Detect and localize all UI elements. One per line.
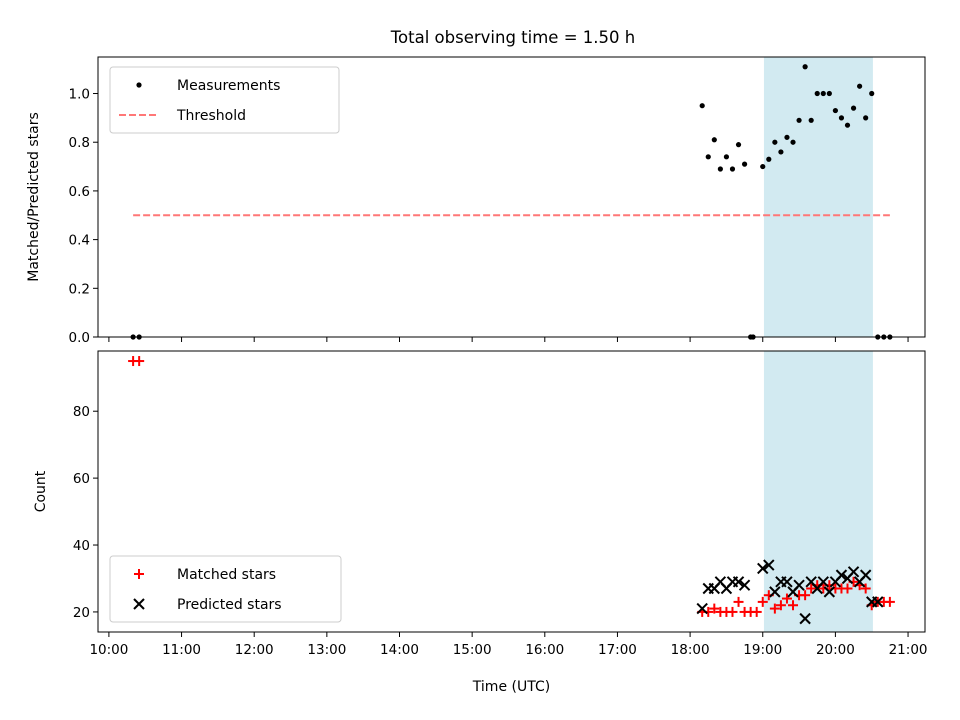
legend-marker-dot [136, 82, 142, 88]
x-tick-label: 16:00 [525, 642, 564, 658]
predicted-stars-point [696, 602, 708, 615]
y-tick-label: 80 [73, 404, 90, 420]
measurement-point [741, 161, 748, 167]
measurement-point [790, 139, 796, 145]
y-tick-label: 60 [73, 471, 90, 487]
measurement-point [699, 103, 705, 109]
measurement-point [760, 163, 766, 170]
legend-label: Predicted stars [177, 597, 282, 613]
predicted-stars-point [799, 612, 811, 625]
measurement-point [850, 105, 857, 111]
legend-box [109, 555, 342, 623]
matched-stars-point [733, 596, 744, 607]
matched-stars-point [709, 603, 720, 614]
matched-stars-point [134, 356, 145, 367]
x-tick-label: 18:00 [671, 642, 710, 658]
predicted-stars-point [757, 562, 769, 575]
predicted-stars-point [732, 576, 745, 588]
matched-stars-point [751, 606, 762, 617]
measurement-point [766, 156, 772, 162]
x-tick-label: 19:00 [743, 642, 782, 658]
y-tick-label: 0.6 [69, 184, 90, 200]
predicted-stars-point [872, 596, 884, 608]
legend-label: Matched stars [177, 567, 276, 583]
matched-stars-point [781, 593, 792, 604]
chart-title: Total observing time = 1.50 h [390, 28, 635, 47]
y-tick-label: 1.0 [69, 87, 90, 103]
predicted-stars-point [769, 586, 781, 598]
measurement-point [772, 139, 778, 145]
measurement-point [838, 115, 845, 121]
measurement-point [735, 142, 742, 148]
measurement-point [778, 149, 784, 155]
measurement-point [802, 64, 808, 70]
measurement-point [857, 83, 863, 89]
y-tick-label: 0.8 [69, 135, 90, 151]
axes-frame [97, 350, 926, 633]
x-tick-label: 12:00 [235, 642, 274, 658]
legend-box [109, 66, 340, 134]
x-tick-label: 11:00 [162, 642, 201, 658]
matched-stars-point [860, 583, 871, 594]
measurement-point [784, 134, 790, 140]
bottom-panel-count-plot: 20 40 60 80 10:00 11:00 12:00 13:00 14:00 15:00 16… [33, 350, 928, 695]
y-axis-label: Count [33, 470, 49, 512]
measurement-point [705, 154, 711, 160]
predicted-stars-point [763, 559, 775, 571]
x-tick-label: 20:00 [816, 642, 855, 658]
x-tick-label: 14:00 [380, 642, 419, 658]
measurement-point [723, 154, 730, 160]
top-panel-ratio-plot: 0.0 0.2 0.4 0.6 0.8 1.0 Matched/Predicted star… [26, 56, 926, 346]
measurement-point [863, 115, 869, 121]
measurement-point [820, 90, 826, 97]
x-tick-label: 13:00 [307, 642, 346, 658]
matched-stars-point [775, 600, 786, 611]
predicted-stars-point [817, 576, 829, 588]
predicted-stars-point [793, 579, 805, 591]
x-tick-label: 21:00 [889, 642, 928, 658]
measurement-point [869, 90, 875, 97]
matched-stars-point [757, 596, 768, 607]
matched-stars-point [842, 583, 853, 594]
x-tick-label: 10:00 [89, 642, 128, 658]
predicted-stars-point [781, 576, 793, 588]
measurement-point [729, 166, 736, 172]
predicted-stars-point [823, 586, 836, 598]
measurement-point [717, 166, 723, 172]
measurement-point [808, 117, 814, 123]
x-axis-label: Time (UTC) [472, 679, 550, 695]
legend-label: Measurements [177, 78, 280, 94]
predicted-stars-point [835, 569, 848, 581]
y-tick-label: 0.2 [69, 281, 90, 297]
matched-stars-point [806, 583, 817, 594]
predicted-stars-point [859, 569, 872, 581]
y-tick-label: 0.0 [69, 330, 90, 346]
y-tick-label: 0.4 [69, 233, 90, 249]
measurement-point [796, 117, 802, 123]
measurement-point [814, 90, 820, 97]
y-axis-label: Matched/Predicted stars [26, 112, 42, 282]
predicted-stars-point [738, 579, 751, 591]
matched-stars-point [800, 590, 811, 601]
predicted-stars-point [847, 566, 860, 578]
matched-stars-point [884, 596, 895, 607]
matched-stars-point [727, 606, 738, 617]
x-tick-label: 17:00 [598, 642, 637, 658]
measurement-point [711, 137, 717, 143]
measurement-point [844, 122, 851, 128]
measurement-point [826, 90, 832, 97]
y-tick-label: 40 [73, 538, 90, 554]
matched-stars-point [769, 603, 780, 614]
matched-stars-point [788, 600, 799, 611]
shaded-interval [763, 57, 873, 337]
x-tick-label: 15:00 [453, 642, 492, 658]
y-tick-label: 20 [73, 605, 90, 621]
legend-marker-plus [134, 569, 144, 579]
axes-frame [97, 56, 926, 338]
legend-marker-x [133, 598, 145, 610]
legend-label: Threshold [176, 108, 246, 124]
measurement-point [832, 107, 838, 114]
